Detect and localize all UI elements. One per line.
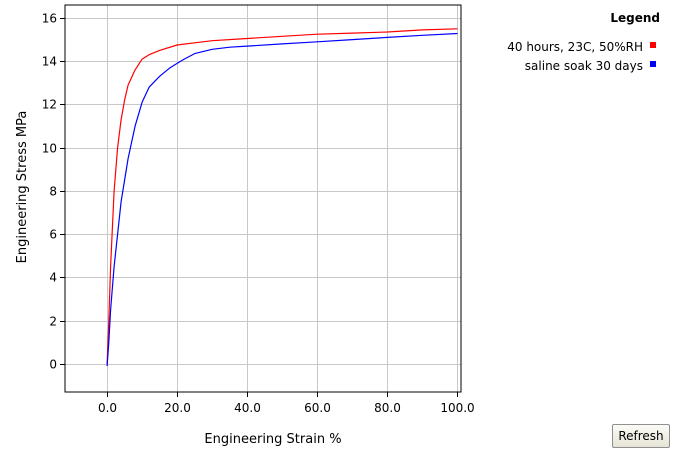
y-tick-label: 8: [49, 185, 57, 199]
x-tick-label: 100.0: [440, 401, 474, 415]
y-tick-label: 6: [49, 228, 57, 242]
legend: Legend 40 hours, 23C, 50%RH saline soak 3…: [507, 11, 660, 73]
axis-ticks: [60, 18, 458, 397]
y-tick-label: 2: [49, 315, 57, 329]
legend-entry-label: saline soak 30 days: [525, 59, 643, 73]
legend-entry-label: 40 hours, 23C, 50%RH: [507, 40, 643, 54]
series-lines: [106, 28, 458, 367]
x-tick-label: 20.0: [164, 401, 191, 415]
y-tick-label: 0: [49, 358, 57, 372]
legend-swatch: [650, 42, 656, 48]
series-line-2: [106, 32, 458, 367]
series-line-1: [106, 28, 458, 364]
x-tick-label: 80.0: [374, 401, 401, 415]
y-tick-label: 16: [42, 12, 57, 26]
x-axis-title: Engineering Strain %: [204, 432, 341, 447]
y-tick-label: 12: [42, 98, 57, 112]
y-tick-label: 10: [42, 142, 57, 156]
legend-swatch: [650, 61, 656, 67]
grid-lines: [65, 5, 461, 392]
y-tick-label: 14: [42, 55, 57, 69]
y-tick-label: 4: [49, 271, 57, 285]
x-tick-label: 60.0: [304, 401, 331, 415]
plot-area: [65, 5, 461, 392]
x-tick-label: 0.0: [98, 401, 117, 415]
x-tick-label: 40.0: [234, 401, 261, 415]
legend-title: Legend: [610, 11, 660, 25]
legend-items: 40 hours, 23C, 50%RH saline soak 30 days: [507, 40, 656, 73]
refresh-button[interactable]: Refresh: [612, 424, 670, 448]
plot-frame: [64, 4, 462, 393]
y-axis-title: Engineering Stress MPa: [15, 111, 30, 264]
tick-labels: 0.0 20.0 40.0 60.0 80.0 100.0 0 2 4 6 8 10 12 14 16: [42, 12, 475, 416]
